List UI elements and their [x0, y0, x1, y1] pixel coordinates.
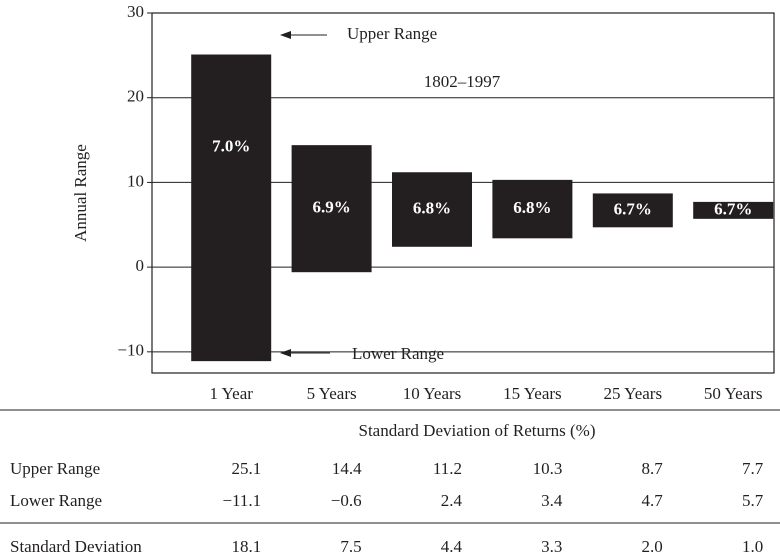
table-cell: 18.1: [231, 537, 261, 556]
x-tick-label: 50 Years: [704, 384, 763, 403]
table-cell: 5.7: [742, 491, 764, 510]
bar: [693, 201, 774, 219]
x-tick-label: 25 Years: [604, 384, 663, 403]
bar-label: 6.7%: [714, 199, 752, 218]
table-cell: 7.5: [340, 537, 361, 556]
table-cell: 3.4: [541, 491, 563, 510]
y-tick-label: 0: [136, 256, 145, 275]
bar-label: 6.8%: [513, 198, 551, 217]
table-cell: 14.4: [332, 459, 362, 478]
table-cell: −0.6: [331, 491, 362, 510]
x-tick-label: 10 Years: [403, 384, 462, 403]
arrow-head: [280, 349, 291, 357]
row-label: Upper Range: [10, 459, 100, 478]
table-cell: 8.7: [642, 459, 664, 478]
bar: [492, 179, 573, 239]
bar: [191, 54, 272, 362]
bar: [592, 193, 673, 228]
bar: [291, 145, 372, 273]
y-tick-label: 10: [127, 171, 144, 190]
table-cell: 25.1: [231, 459, 261, 478]
x-tick-label: 15 Years: [503, 384, 562, 403]
row-label: Standard Deviation: [10, 537, 142, 556]
arrow-head: [280, 31, 291, 39]
table-cell: 2.4: [441, 491, 463, 510]
table-cell: 3.3: [541, 537, 562, 556]
bar-label: 6.8%: [413, 198, 451, 217]
table-cell: 10.3: [533, 459, 563, 478]
table-cell: 7.7: [742, 459, 764, 478]
table-cell: 2.0: [642, 537, 663, 556]
annotation: Upper Range: [347, 24, 437, 43]
y-axis-label: Annual Range: [71, 144, 90, 242]
y-tick-label: 20: [127, 87, 144, 106]
table-cell: −11.1: [222, 491, 261, 510]
x-tick-label: 1 Year: [209, 384, 253, 403]
table-title: Standard Deviation of Returns (%): [359, 421, 596, 440]
table-cell: 4.4: [441, 537, 463, 556]
annotation: 1802–1997: [424, 72, 501, 91]
annotation: Lower Range: [352, 344, 444, 363]
bar: [392, 172, 472, 247]
table-cell: 4.7: [642, 491, 664, 510]
table-cell: 1.0: [742, 537, 763, 556]
bar-label: 6.7%: [614, 199, 652, 218]
x-tick-label: 5 Years: [307, 384, 357, 403]
bar-label: 7.0%: [212, 137, 250, 156]
y-tick-label: 30: [127, 2, 144, 21]
table-cell: 11.2: [433, 459, 462, 478]
row-label: Lower Range: [10, 491, 102, 510]
y-tick-label: −10: [117, 341, 144, 360]
bar-label: 6.9%: [312, 198, 350, 217]
